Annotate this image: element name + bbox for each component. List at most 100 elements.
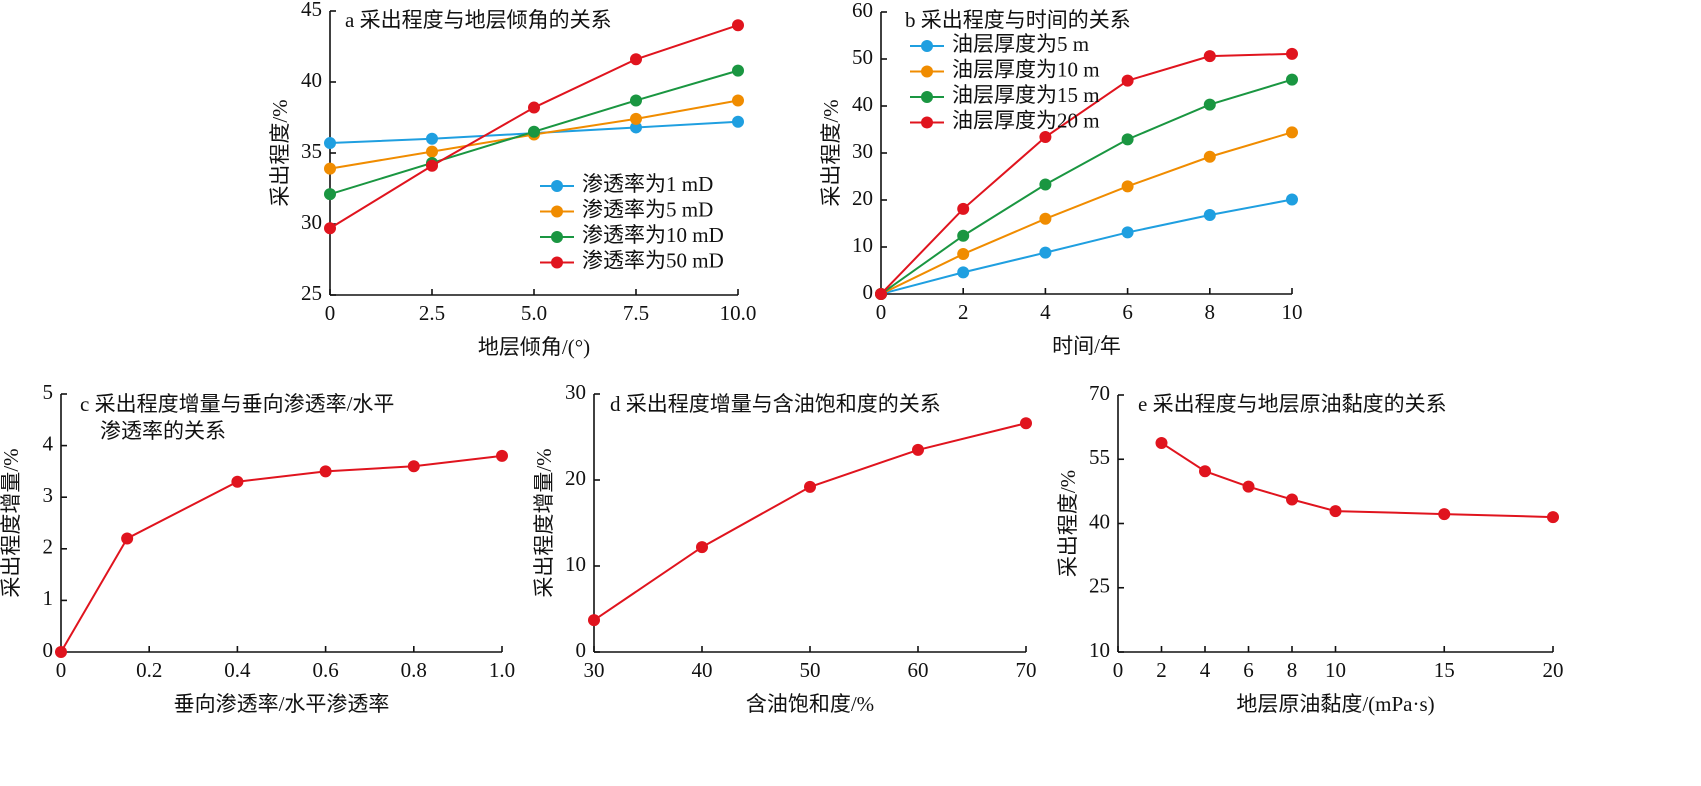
data-point <box>1039 212 1052 225</box>
legend-marker <box>921 40 933 52</box>
data-point <box>1121 180 1134 193</box>
y-tick-label: 1 <box>43 586 54 610</box>
x-tick-label: 0 <box>325 301 336 325</box>
x-tick-label: 10 <box>1325 658 1346 682</box>
legend-marker <box>551 256 563 269</box>
y-tick-label: 25 <box>1089 574 1110 598</box>
y-tick-label: 0 <box>576 638 587 662</box>
chart-title: a 采出程度与地层倾角的关系 <box>345 8 612 32</box>
y-axis-label: 采出程度增量/% <box>0 448 23 597</box>
data-point <box>912 443 924 456</box>
x-tick-label: 0 <box>56 658 67 682</box>
y-tick-label: 0 <box>43 638 54 662</box>
x-tick-label: 8 <box>1205 300 1216 324</box>
y-tick-label: 45 <box>301 0 322 21</box>
series-line <box>880 131 1293 295</box>
x-tick-label: 10.0 <box>720 301 757 325</box>
data-point <box>528 125 540 138</box>
y-tick-label: 35 <box>301 139 322 163</box>
x-tick-label: 50 <box>800 658 821 682</box>
y-tick-label: 0 <box>863 280 874 304</box>
data-point <box>231 475 244 488</box>
series-line <box>880 52 1293 295</box>
y-tick-label: 30 <box>852 139 873 163</box>
series-line <box>593 422 1027 622</box>
legend-label: 油层厚度为15 m <box>952 83 1100 107</box>
data-point <box>407 460 420 473</box>
data-point <box>496 449 508 462</box>
data-point <box>1039 178 1052 191</box>
legend-marker <box>551 205 563 218</box>
y-axis-label: 采出程度/% <box>1056 470 1080 577</box>
y-tick-label: 5 <box>43 380 54 404</box>
data-point <box>426 159 438 172</box>
x-tick-label: 1.0 <box>489 658 515 682</box>
legend-label: 渗透率为5 mD <box>582 197 713 221</box>
y-tick-label: 25 <box>301 281 322 305</box>
data-point <box>1286 47 1298 60</box>
x-tick-label: 15 <box>1434 658 1455 682</box>
y-tick-label: 10 <box>1089 638 1110 662</box>
data-point <box>875 288 887 300</box>
legend-marker <box>921 91 933 103</box>
x-tick-label: 2.5 <box>419 301 445 325</box>
y-tick-label: 55 <box>1089 445 1110 469</box>
data-point <box>588 614 600 627</box>
y-tick-label: 4 <box>43 431 54 455</box>
x-tick-label: 0.6 <box>312 658 338 682</box>
x-tick-label: 70 <box>1016 658 1037 682</box>
y-tick-label: 70 <box>1089 381 1110 405</box>
data-point <box>1199 465 1211 478</box>
y-tick-label: 50 <box>852 45 873 69</box>
data-point <box>426 145 438 158</box>
x-axis-label: 垂向渗透率/水平渗透率 <box>174 692 390 716</box>
data-point <box>121 532 134 545</box>
data-point <box>696 541 708 554</box>
series-line <box>880 78 1293 295</box>
legend-label: 油层厚度为20 m <box>952 108 1100 132</box>
data-point <box>1203 98 1216 111</box>
y-tick-label: 20 <box>852 186 873 210</box>
data-point <box>630 112 642 125</box>
x-axis-label: 地层原油黏度/(mPa·s) <box>1236 692 1434 716</box>
y-tick-label: 40 <box>852 92 873 116</box>
y-tick-label: 30 <box>301 210 322 234</box>
series-line <box>880 198 1293 295</box>
data-point <box>1329 505 1342 518</box>
x-tick-label: 0.4 <box>224 658 251 682</box>
data-point <box>1286 126 1298 139</box>
legend-label: 油层厚度为5 m <box>952 32 1089 56</box>
y-tick-label: 30 <box>565 380 586 404</box>
x-tick-label: 2 <box>958 300 969 324</box>
legend-label: 油层厚度为10 m <box>952 57 1100 81</box>
data-point <box>1155 436 1168 449</box>
data-point <box>324 222 336 235</box>
legend-label: 渗透率为50 mD <box>582 248 724 272</box>
chart-title: e 采出程度与地层原油黏度的关系 <box>1138 392 1447 416</box>
data-point <box>732 64 744 77</box>
legend-label: 渗透率为10 mD <box>582 223 724 247</box>
x-axis-label: 含油饱和度/% <box>746 692 874 716</box>
x-tick-label: 0 <box>876 300 887 324</box>
data-point <box>1203 50 1216 63</box>
data-point <box>1121 226 1134 239</box>
data-point <box>1020 417 1032 430</box>
data-point <box>55 646 67 658</box>
data-point <box>957 266 970 279</box>
legend-label: 渗透率为1 mD <box>582 172 713 196</box>
x-tick-label: 30 <box>584 658 605 682</box>
y-tick-label: 3 <box>43 483 54 507</box>
data-point <box>1547 511 1559 524</box>
data-point <box>528 101 540 114</box>
x-tick-label: 4 <box>1200 658 1211 682</box>
y-tick-label: 60 <box>852 0 873 22</box>
data-point <box>426 132 438 145</box>
data-point <box>1286 193 1298 206</box>
data-point <box>324 188 336 201</box>
x-tick-label: 5.0 <box>521 301 547 325</box>
data-point <box>630 94 642 107</box>
data-point <box>1203 209 1216 222</box>
legend-marker <box>921 65 933 78</box>
x-tick-label: 20 <box>1543 658 1564 682</box>
x-axis-label: 地层倾角/(°) <box>478 335 590 359</box>
